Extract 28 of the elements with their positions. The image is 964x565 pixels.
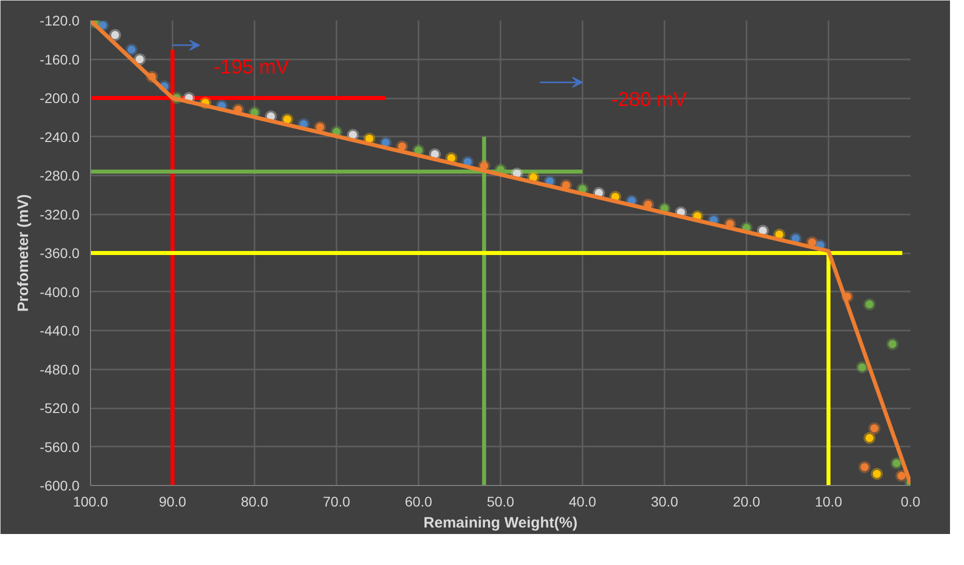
annotation: -195 mV — [214, 56, 290, 79]
y-tick-label: -120.0 — [40, 12, 80, 28]
y-tick-label: -160.0 — [40, 51, 80, 68]
x-tick-label: 100.0 — [72, 494, 108, 510]
x-tick-label: 40.0 — [568, 494, 596, 510]
annotation: -280 mV — [611, 89, 688, 112]
x-tick-label: 50.0 — [486, 494, 514, 510]
x-tick-label: 0.0 — [900, 494, 920, 510]
y-tick-label: -520.0 — [40, 400, 80, 416]
x-axis-title: Remaining Weight(%) — [424, 514, 578, 532]
x-tick-label: 10.0 — [814, 494, 842, 510]
y-tick-label: -280.0 — [40, 168, 80, 184]
y-axis-title: Profometer (mV) — [14, 194, 32, 312]
y-tick-label: -560.0 — [40, 438, 80, 455]
y-tick-label: -600.0 — [40, 478, 80, 494]
x-tick-label: 20.0 — [732, 494, 760, 510]
y-tick-label: -200.0 — [40, 90, 80, 106]
y-tick-label: -360.0 — [40, 245, 80, 261]
y-tick-label: -480.0 — [40, 361, 80, 378]
x-tick-label: 60.0 — [404, 494, 432, 510]
y-tick-label: -440.0 — [40, 322, 80, 338]
y-tick-label: -320.0 — [40, 206, 80, 222]
x-tick-label: 30.0 — [650, 494, 678, 510]
x-tick-label: 70.0 — [322, 494, 350, 510]
y-tick-label: -400.0 — [40, 284, 80, 300]
y-tick-label: -240.0 — [40, 128, 80, 145]
x-tick-label: 90.0 — [158, 494, 186, 510]
x-tick-label: 80.0 — [240, 494, 268, 510]
